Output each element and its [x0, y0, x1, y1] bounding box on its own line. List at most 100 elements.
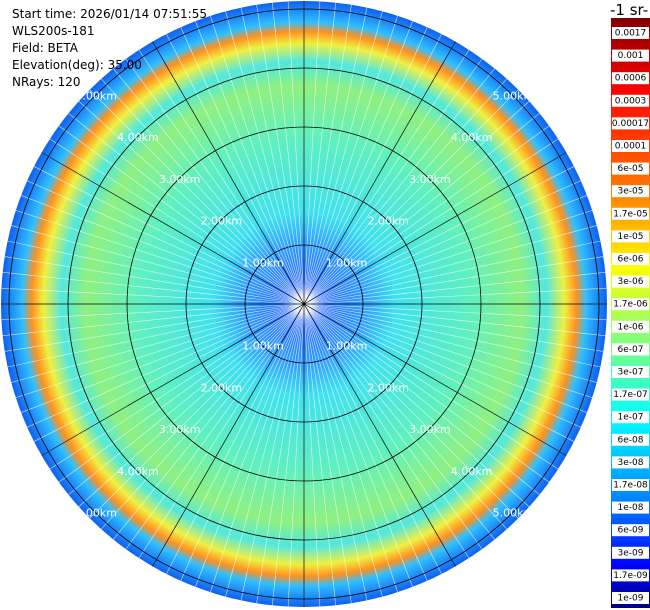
- ray-edge: [113, 303, 305, 540]
- ray-edge: [303, 11, 383, 305]
- colorbar-label-box: [612, 546, 649, 559]
- ray-edge: [303, 272, 606, 305]
- colorbar-label-box: [612, 185, 649, 198]
- ray-edge: [303, 138, 559, 305]
- ray-edge: [287, 303, 305, 607]
- ray-edge: [303, 256, 604, 305]
- ray-edge: [180, 303, 305, 581]
- colorbar-label: 6e-05: [618, 164, 644, 174]
- colorbar-label: 3e-08: [618, 458, 644, 468]
- colorbar-label-box: [612, 27, 649, 39]
- colorbar-label: 6e-06: [618, 255, 644, 265]
- ray-edge: [166, 33, 305, 305]
- colorbar-label: 1.7e-07: [613, 390, 648, 400]
- ray-edge: [68, 113, 305, 305]
- header-line: Start time: 2026/01/14 07:51:55: [12, 7, 207, 21]
- ray-edge: [303, 303, 368, 601]
- ray-edge: [303, 303, 593, 398]
- colorbar-label-box: [612, 320, 649, 333]
- ray-edge: [225, 303, 305, 597]
- ray-edge: [195, 303, 305, 587]
- colorbar-label: 1e-09: [618, 594, 644, 604]
- range-label: 5.00km: [493, 89, 535, 102]
- colorbar-label-box: [612, 253, 649, 265]
- ray-edge: [303, 78, 507, 305]
- header-line: Elevation(deg): 35.00: [12, 58, 142, 72]
- ray-edge: [303, 49, 470, 305]
- ray-edge: [195, 21, 305, 305]
- colorbar-label-box: [612, 162, 649, 175]
- ray-edge: [11, 225, 305, 305]
- colorbar-label: 1.7e-08: [613, 481, 648, 491]
- ray-edge: [303, 303, 507, 530]
- range-label: 5.00km: [75, 507, 117, 520]
- ray-edge: [303, 33, 442, 305]
- spoke: [41, 152, 567, 456]
- range-label: 1.00km: [242, 340, 284, 353]
- ray-edge: [303, 287, 607, 305]
- ray-edge: [2, 272, 305, 305]
- colorbar-label-box: [612, 49, 649, 62]
- ray-edge: [303, 1, 321, 305]
- colorbar-label-box: [612, 388, 649, 401]
- ray-edge: [49, 138, 305, 305]
- ray-edge: [303, 27, 428, 305]
- colorbar-label-box: [612, 433, 649, 446]
- header: Start time: 2026/01/14 07:51:55 WLS200s-1…: [12, 7, 207, 89]
- colorbar-label: 1.7e-09: [613, 571, 648, 581]
- colorbar-label: 1e-08: [618, 503, 644, 513]
- colorbar-label: 0.00017: [612, 119, 649, 129]
- header-line: WLS200s-181: [12, 24, 95, 38]
- ray-edge: [256, 303, 305, 604]
- ray-edge: [303, 21, 413, 305]
- colorbar-labels: 0.0017 0.001 0.0006 0.0003 0.00017 0.0001 6e-0…: [612, 27, 649, 604]
- colorbar-label: 1e-05: [618, 232, 644, 242]
- range-label: 2.00km: [201, 381, 243, 394]
- colorbar-label: 6e-09: [618, 526, 644, 536]
- ray-edge: [303, 303, 321, 607]
- colorbar-label-box: [612, 524, 649, 537]
- range-label: 5.00km: [75, 89, 117, 102]
- range-label: 1.00km: [326, 340, 368, 353]
- ray-edge: [7, 240, 305, 305]
- ray-edge: [303, 303, 530, 507]
- ray-edge: [303, 113, 540, 305]
- colorbar-label: 0.001: [618, 51, 644, 61]
- colorbar-label-box: [612, 501, 649, 514]
- ray-edge: [21, 303, 305, 413]
- range-label: 4.00km: [117, 465, 159, 478]
- polar-grid: 1.00km 1.00km 1.00km 1.00km 2.00km 2.00km 2.00…: [1, 1, 607, 607]
- range-label: 5.00km: [493, 507, 535, 520]
- colorbar-label: 6e-08: [618, 435, 644, 445]
- ray-edge: [303, 303, 519, 519]
- ray-edge: [303, 4, 352, 305]
- ray-edge: [33, 303, 305, 442]
- ray-edge: [303, 303, 559, 470]
- colorbar-label: 1.7e-06: [613, 300, 648, 310]
- ray-edge: [138, 49, 305, 305]
- ray-edge: [125, 58, 305, 305]
- ray-edge: [4, 256, 305, 305]
- ray-edge: [303, 303, 336, 606]
- colorbar-label: 0.0017: [615, 29, 647, 39]
- range-label: 2.00km: [201, 215, 243, 228]
- range-label: 2.00km: [367, 215, 409, 228]
- ray-edge: [256, 4, 305, 305]
- ray-edge: [78, 303, 305, 507]
- colorbar-label: 3e-09: [618, 548, 644, 558]
- ray-edge: [113, 68, 305, 305]
- colorbar-label: 1.7e-05: [613, 209, 648, 219]
- colorbar-label: 1e-07: [618, 413, 644, 423]
- ray-edge: [240, 7, 305, 305]
- colorbar-label: 3e-05: [618, 187, 644, 197]
- colorbar-label-box: [612, 456, 649, 469]
- colorbar-label-box: [612, 117, 649, 130]
- ray-edge: [303, 240, 601, 305]
- ray-edge: [303, 15, 398, 305]
- colorbar-label-box: [612, 411, 649, 424]
- colorbar-label-box: [612, 230, 649, 243]
- ray-edge: [303, 7, 368, 305]
- header-line: Field: BETA: [12, 41, 79, 55]
